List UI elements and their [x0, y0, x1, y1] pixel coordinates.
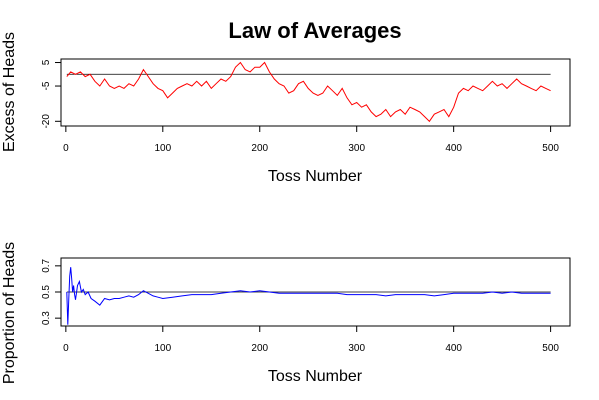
y-tick-label: 5	[41, 59, 52, 65]
proportion-of-heads-series-line	[66, 267, 551, 325]
x-tick-label: 400	[445, 343, 462, 354]
x-tick-label: 100	[154, 343, 171, 354]
x-tick-label: 200	[251, 343, 268, 354]
x-axis-label: Toss Number	[268, 368, 363, 385]
y-tick-label: 0.3	[41, 311, 52, 325]
x-axis-ticks: 0 100 200 300 400 500	[63, 126, 559, 154]
y-axis-label: Proportion of Heads	[1, 242, 18, 384]
chart-title: Law of Averages	[228, 18, 401, 43]
x-tick-label: 0	[63, 143, 69, 154]
y-axis-ticks: 5 -5 -20	[41, 59, 61, 129]
x-axis-ticks: 0 100 200 300 400 500	[63, 326, 559, 354]
excess-of-heads-series-line	[66, 61, 551, 123]
panel-excess-of-heads: 0 100 200 300 400 500 5 -5 -20 Toss Number Exce…	[1, 32, 571, 185]
x-axis-label: Toss Number	[268, 168, 363, 185]
x-tick-label: 100	[154, 143, 171, 154]
y-axis-ticks: 0.3 0.5 0.7	[41, 258, 61, 325]
y-axis-label: Excess of Heads	[1, 32, 18, 152]
panel-proportion-of-heads: 0 100 200 300 400 500 0.3 0.5 0.7 Toss Number P…	[1, 242, 571, 385]
x-tick-label: 0	[63, 343, 69, 354]
x-tick-label: 500	[542, 343, 559, 354]
x-tick-label: 200	[251, 143, 268, 154]
x-tick-label: 500	[542, 143, 559, 154]
y-tick-label: 0.5	[41, 285, 52, 299]
x-tick-label: 400	[445, 143, 462, 154]
y-tick-label: -5	[41, 81, 52, 90]
x-tick-label: 300	[348, 343, 365, 354]
y-tick-label: -20	[41, 114, 52, 129]
y-tick-label: 0.7	[41, 258, 52, 272]
x-tick-label: 300	[348, 143, 365, 154]
plot-frame	[60, 58, 571, 127]
